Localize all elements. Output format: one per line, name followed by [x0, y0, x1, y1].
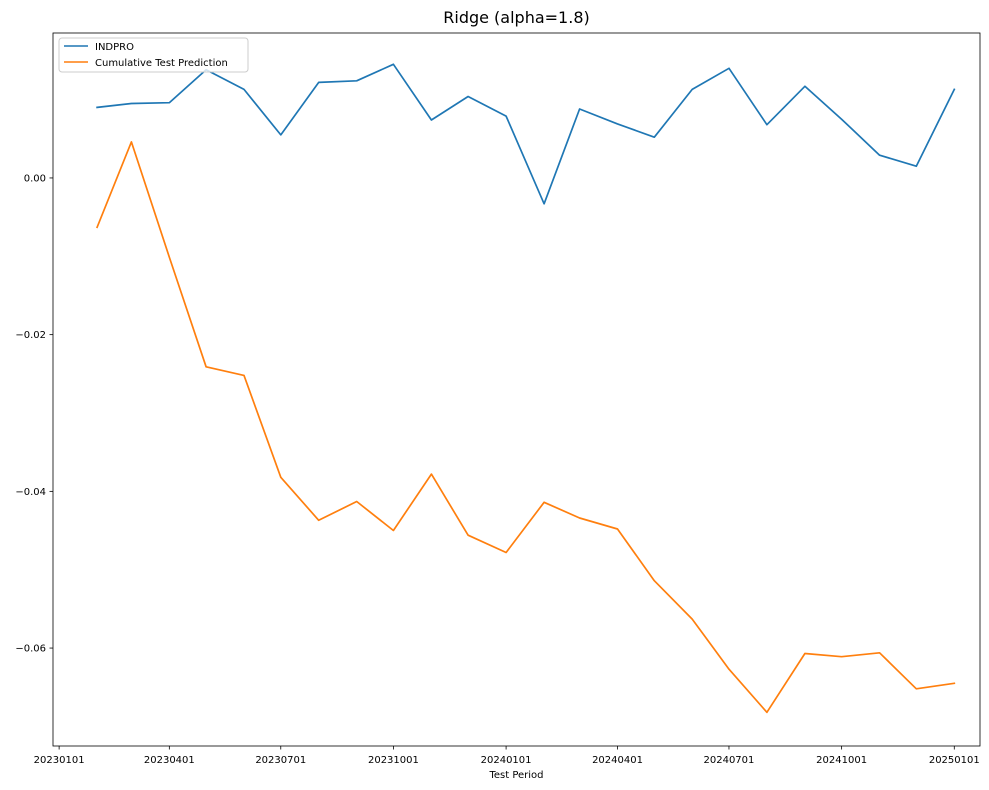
legend-box	[58, 37, 249, 73]
x-axis-label: Test Period	[488, 770, 543, 781]
y-axis-ticks: 0.00 −0.02 −0.04 −0.06	[15, 173, 53, 655]
x-tick-label: 20241001	[816, 755, 867, 766]
series-line-cumulative-test-prediction	[95, 141, 956, 714]
x-tick-label: 20230701	[255, 755, 306, 766]
x-tick-label: 20230401	[144, 755, 195, 766]
legend-label-cumulative-test-prediction: Cumulative Test Prediction	[95, 58, 228, 69]
x-tick-label: 20250101	[929, 755, 980, 766]
y-tick-label: −0.02	[15, 330, 46, 341]
y-tick-label: −0.06	[15, 644, 46, 655]
chart-title: Ridge (alpha=1.8)	[443, 8, 590, 27]
legend: INDPRO Cumulative Test Prediction	[58, 37, 249, 73]
x-tick-label: 20240701	[704, 755, 755, 766]
x-tick-label: 20230101	[34, 755, 85, 766]
legend-label-indpro: INDPRO	[95, 42, 134, 53]
series-line-indpro	[96, 63, 956, 205]
x-tick-label: 20240401	[592, 755, 643, 766]
y-tick-label: −0.04	[15, 487, 46, 498]
x-tick-label: 20231001	[368, 755, 419, 766]
y-tick-label: 0.00	[24, 173, 46, 184]
x-tick-label: 20240101	[481, 755, 532, 766]
plot-area	[53, 33, 980, 746]
plot-frame	[52, 32, 981, 747]
x-axis-ticks: 20230101 20230401 20230701 20231001 20240101…	[34, 746, 980, 766]
